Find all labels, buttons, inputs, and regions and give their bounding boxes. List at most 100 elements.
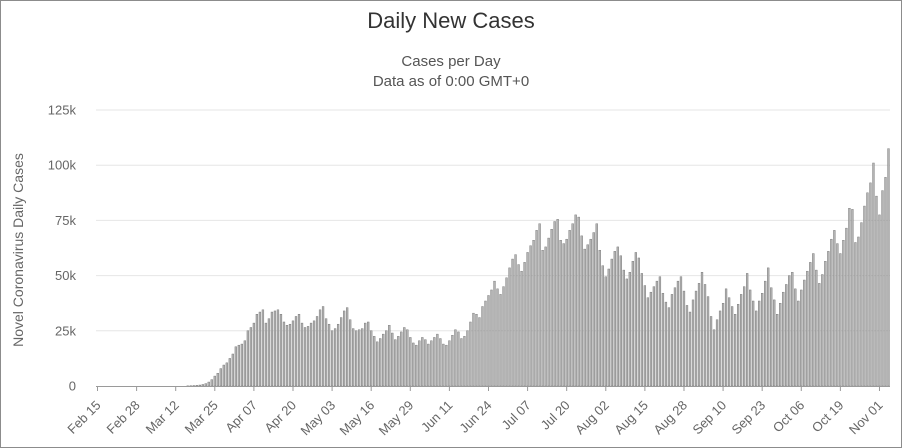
bars xyxy=(186,148,890,387)
x-tick-label: Aug 02 xyxy=(572,398,612,438)
bar xyxy=(228,358,231,387)
subtitle-line-1: Cases per Day xyxy=(401,53,501,70)
bar xyxy=(306,326,310,387)
bar xyxy=(616,246,619,387)
bar xyxy=(562,243,565,387)
bar xyxy=(806,270,809,387)
bar xyxy=(887,148,890,387)
bar xyxy=(565,238,568,387)
bar xyxy=(457,331,460,387)
bar xyxy=(634,252,637,387)
bar xyxy=(385,330,388,387)
bar xyxy=(294,316,298,387)
bar xyxy=(622,269,625,387)
bar xyxy=(610,258,613,387)
bar xyxy=(794,288,797,387)
bar xyxy=(318,309,322,387)
bar xyxy=(574,214,577,387)
bar xyxy=(258,311,262,387)
bar xyxy=(445,344,448,387)
bar xyxy=(664,301,668,387)
bar xyxy=(264,322,268,387)
bar xyxy=(869,182,872,387)
bar xyxy=(637,257,641,387)
bar xyxy=(800,289,803,387)
bar xyxy=(688,311,692,387)
bar xyxy=(291,320,295,387)
bar xyxy=(276,309,280,387)
bar xyxy=(809,262,812,387)
bar xyxy=(430,340,433,387)
bar xyxy=(532,240,535,387)
bar xyxy=(282,321,286,387)
bar xyxy=(752,300,755,387)
bar xyxy=(592,232,595,387)
bar xyxy=(382,333,385,387)
subtitle-line-2: Data as of 0:00 GMT+0 xyxy=(372,73,530,90)
bar xyxy=(604,276,607,387)
bar xyxy=(598,250,601,387)
bar xyxy=(875,195,878,387)
x-tick-label: Sep 23 xyxy=(729,398,769,438)
bar xyxy=(857,236,860,387)
bar xyxy=(652,286,656,387)
bar xyxy=(788,275,791,387)
bar xyxy=(718,310,722,387)
bar xyxy=(198,384,201,387)
x-tick-label: Oct 19 xyxy=(809,398,847,436)
bar xyxy=(700,272,704,387)
bar xyxy=(526,252,529,387)
bar xyxy=(520,270,523,387)
bar xyxy=(541,250,544,387)
bar xyxy=(303,327,307,387)
bar xyxy=(243,340,247,387)
bar xyxy=(658,276,662,387)
bar xyxy=(860,222,863,387)
bar xyxy=(845,227,848,387)
x-tick-label: Feb 15 xyxy=(64,398,103,437)
bar xyxy=(580,235,583,387)
bar xyxy=(508,267,511,387)
bar xyxy=(758,300,761,387)
x-tick-label: Jun 24 xyxy=(456,398,494,436)
bar xyxy=(451,335,454,387)
bar xyxy=(577,216,580,387)
bar xyxy=(397,336,400,387)
bar xyxy=(481,306,484,387)
bar xyxy=(339,317,343,387)
bar xyxy=(424,339,427,387)
bar xyxy=(279,314,283,387)
bar xyxy=(234,346,237,387)
y-tick-label: 75k xyxy=(55,213,76,228)
x-tick-label: Jul 07 xyxy=(499,398,534,433)
bar xyxy=(367,321,370,387)
bar xyxy=(697,283,701,387)
bar xyxy=(297,314,301,387)
bar xyxy=(511,258,514,387)
bar xyxy=(848,208,851,387)
bar xyxy=(379,338,382,387)
bar xyxy=(733,314,737,387)
x-tick-label: Sep 10 xyxy=(689,398,729,438)
bar xyxy=(553,221,556,387)
bar xyxy=(739,294,743,387)
bar xyxy=(529,245,532,387)
bar xyxy=(454,329,457,387)
bar xyxy=(631,261,634,387)
bar xyxy=(782,291,785,387)
bar xyxy=(433,337,436,387)
bar xyxy=(312,320,316,387)
bar xyxy=(836,243,839,387)
bar xyxy=(352,328,355,387)
bar xyxy=(773,299,776,387)
bar xyxy=(607,268,610,387)
bar xyxy=(505,277,508,387)
chart-subtitle: Cases per Day Data as of 0:00 GMT+0 xyxy=(0,52,902,92)
bar xyxy=(523,262,526,387)
bar xyxy=(736,304,740,387)
bar xyxy=(601,265,604,387)
bar xyxy=(346,307,349,387)
bar xyxy=(884,177,887,387)
